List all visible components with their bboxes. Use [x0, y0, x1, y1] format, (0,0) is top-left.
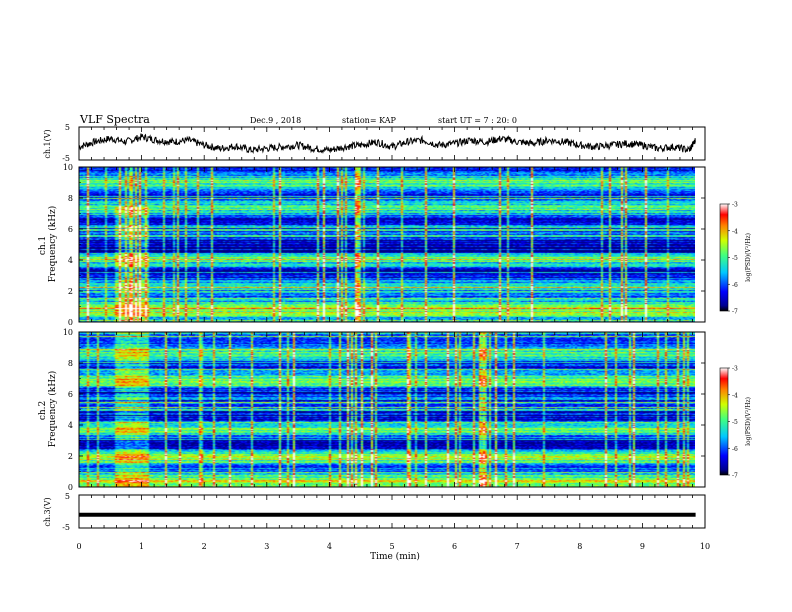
colorbar-tick-label: -3 — [732, 366, 738, 373]
figure-title: VLF Spectra — [79, 113, 150, 126]
time-axis-tick-labels: 0 1 2 3 4 5 6 7 8 9 10 — [76, 542, 710, 551]
ch2-frequency-tick-labels: 0 2 4 6 8 10 — [63, 328, 705, 492]
frequency-tick-label: 8 — [68, 359, 73, 368]
time-tick-label: 3 — [264, 542, 269, 551]
ch1-spectrogram-image — [79, 167, 695, 322]
time-tick-label: 7 — [515, 542, 520, 551]
colorbar-tick-label: -6 — [732, 282, 738, 289]
ch2-colorbar: -3 -4 -5 -6 -7 log(PSD)(V²/Hz) — [719, 366, 752, 480]
time-tick-label: 1 — [139, 542, 144, 551]
ch2-ylabel-frequency: Frequency (kHz) — [47, 371, 58, 448]
ch1-waveform-trace — [78, 133, 696, 155]
colorbar-tick-label: -5 — [732, 255, 738, 262]
ch1-ylabel-channel: ch.1 — [38, 236, 48, 255]
time-tick-label: 10 — [700, 542, 710, 551]
time-tick-label: 8 — [577, 542, 582, 551]
ch3-waveform-panel: 5 -5 ch.3(V) — [43, 492, 706, 532]
frequency-tick-label: 0 — [68, 483, 73, 492]
ch2-spectrogram-ticks — [78, 332, 706, 487]
ch1-frequency-ylabel: ch.1 Frequency (kHz) — [38, 206, 58, 283]
ch1-colorbar: -3 -4 -5 -6 -7 log(PSD)(V²/Hz) — [719, 202, 752, 316]
time-tick-label: 5 — [389, 542, 394, 551]
colorbar-tick-label: -5 — [732, 419, 738, 426]
colorbar-tick-label: -3 — [732, 202, 738, 209]
colorbar-label: log(PSD)(V²/Hz) — [745, 233, 752, 282]
frequency-tick-label: 6 — [68, 390, 73, 399]
station-label: station= KAP — [342, 116, 397, 125]
ch1-waveform-ticks — [78, 127, 706, 160]
ch1-waveform-ylabel: ch.1(V) — [43, 129, 52, 158]
ch3-ytick-top: 5 — [65, 492, 70, 501]
frequency-tick-label: 8 — [68, 194, 73, 203]
colorbar-tick-label: -4 — [732, 392, 738, 399]
time-tick-label: 9 — [640, 542, 645, 551]
ch3-ytick-bottom: -5 — [62, 523, 70, 532]
colorbar-tick-label: -7 — [732, 473, 738, 480]
ch2-spectrogram-image — [79, 332, 695, 487]
frequency-tick-label: 0 — [68, 318, 73, 327]
frequency-tick-label: 2 — [68, 452, 73, 461]
colorbar-tick-label: -4 — [732, 228, 738, 235]
colorbar-tick-label: -6 — [732, 446, 738, 453]
ch2-spectrogram-panel: 0 2 4 6 8 10 ch.2 Frequency (kHz) — [38, 328, 706, 492]
colorbar-scale — [719, 203, 729, 312]
ch1-frequency-tick-labels: 0 2 4 6 8 10 — [63, 163, 705, 327]
ch3-waveform-ylabel: ch.3(V) — [43, 497, 52, 526]
ch1-ytick-top: 5 — [65, 123, 70, 132]
time-tick-label: 4 — [327, 542, 332, 551]
ch1-spectrogram-ticks — [78, 167, 706, 322]
colorbar-tick-label: -7 — [732, 309, 738, 316]
frequency-tick-label: 2 — [68, 287, 73, 296]
time-axis-label: Time (min) — [370, 551, 420, 562]
frequency-tick-label: 10 — [63, 328, 73, 337]
colorbar-label: log(PSD)(V²/Hz) — [745, 397, 752, 446]
time-tick-label: 6 — [452, 542, 457, 551]
frequency-tick-label: 4 — [68, 256, 73, 265]
time-tick-label: 2 — [202, 542, 207, 551]
ch1-waveform-panel: 5 -5 ch.1(V) — [43, 123, 706, 163]
date-label: Dec.9 , 2018 — [250, 116, 301, 125]
frequency-tick-label: 6 — [68, 225, 73, 234]
ch1-spectrogram-panel: 0 2 4 6 8 10 ch.1 Frequency (kHz) — [38, 163, 706, 327]
time-tick-label: 0 — [76, 542, 81, 551]
frequency-tick-label: 10 — [63, 163, 73, 172]
ch1-ytick-bottom: -5 — [62, 154, 70, 163]
ch2-ylabel-channel: ch.2 — [38, 401, 48, 420]
ch3-waveform-ticks — [78, 495, 706, 528]
frequency-tick-label: 4 — [68, 421, 73, 430]
ch2-frequency-ylabel: ch.2 Frequency (kHz) — [38, 371, 58, 448]
ch1-ylabel-frequency: Frequency (kHz) — [47, 206, 58, 283]
start-time-label: start UT = 7 : 20: 0 — [438, 116, 517, 125]
colorbar-scale — [719, 367, 729, 476]
